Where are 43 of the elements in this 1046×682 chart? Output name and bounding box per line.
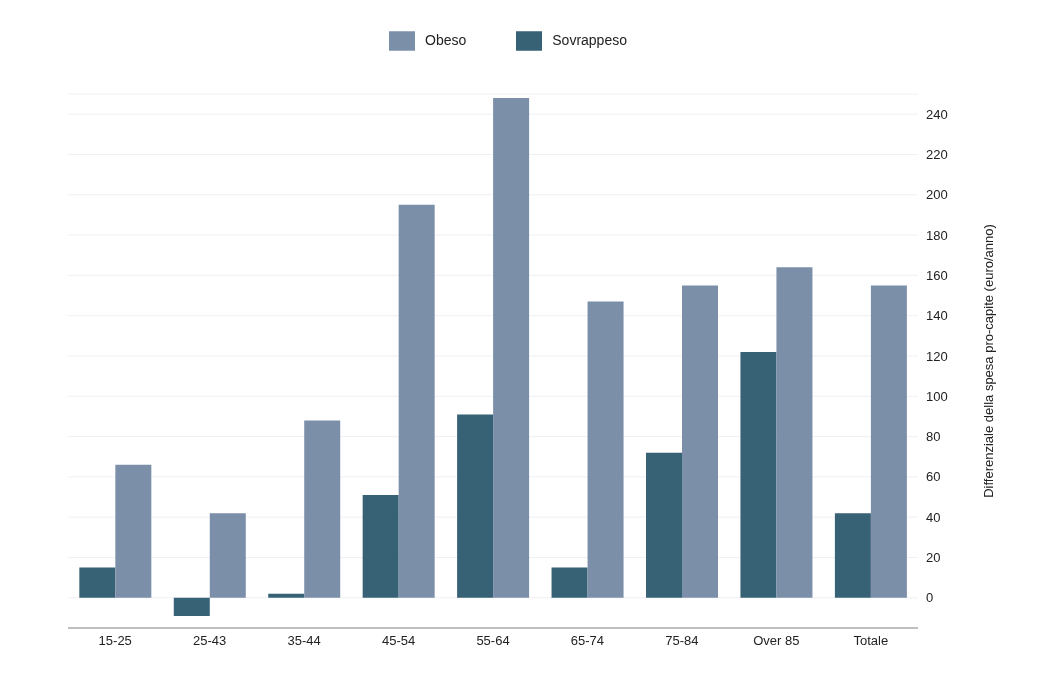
bar xyxy=(682,285,718,598)
x-tick-label: 35-44 xyxy=(287,633,321,649)
bar xyxy=(551,567,588,598)
y-tick-label: 160 xyxy=(926,267,948,283)
y-tick-label: 80 xyxy=(926,429,941,445)
bar xyxy=(834,513,871,598)
y-tick-label: 20 xyxy=(926,550,941,566)
bar xyxy=(362,495,399,598)
bar xyxy=(457,414,494,598)
y-tick-label: 0 xyxy=(926,590,934,606)
y-tick-label: 140 xyxy=(926,308,948,324)
x-tick-label: 65-74 xyxy=(570,633,605,649)
y-tick-label: 40 xyxy=(926,509,941,525)
legend-label: Obeso xyxy=(425,31,467,48)
bar xyxy=(740,351,777,598)
bar xyxy=(173,597,210,616)
bar xyxy=(870,285,907,598)
bar xyxy=(646,452,682,598)
x-tick-label: 15-25 xyxy=(98,633,132,649)
x-tick-label: 45-54 xyxy=(381,633,416,649)
x-tick-label: 25-43 xyxy=(193,633,227,649)
x-tick-label: Totale xyxy=(853,633,889,649)
bar xyxy=(115,464,152,598)
bar xyxy=(268,593,305,598)
y-tick-label: 240 xyxy=(926,106,948,122)
x-tick-label: 55-64 xyxy=(476,633,510,649)
y-tick-label: 220 xyxy=(926,147,948,163)
bar xyxy=(587,301,624,598)
x-tick-label: 75-84 xyxy=(665,633,699,649)
y-tick-label: 180 xyxy=(926,227,948,243)
bar xyxy=(776,267,813,598)
y-tick-label: 200 xyxy=(926,187,948,203)
legend-label: Sovrappeso xyxy=(552,31,627,48)
bar xyxy=(209,513,246,598)
bar xyxy=(304,420,341,598)
x-tick-label: Over 85 xyxy=(753,633,800,649)
y-axis-title: Differenziale della spesa pro-capite (euro/anno) xyxy=(980,224,996,498)
y-tick-label: 100 xyxy=(926,388,948,404)
bar xyxy=(79,567,116,598)
y-tick-label: 120 xyxy=(926,348,948,364)
bar xyxy=(398,204,435,598)
y-tick-label: 60 xyxy=(926,469,941,485)
bar xyxy=(493,98,530,598)
